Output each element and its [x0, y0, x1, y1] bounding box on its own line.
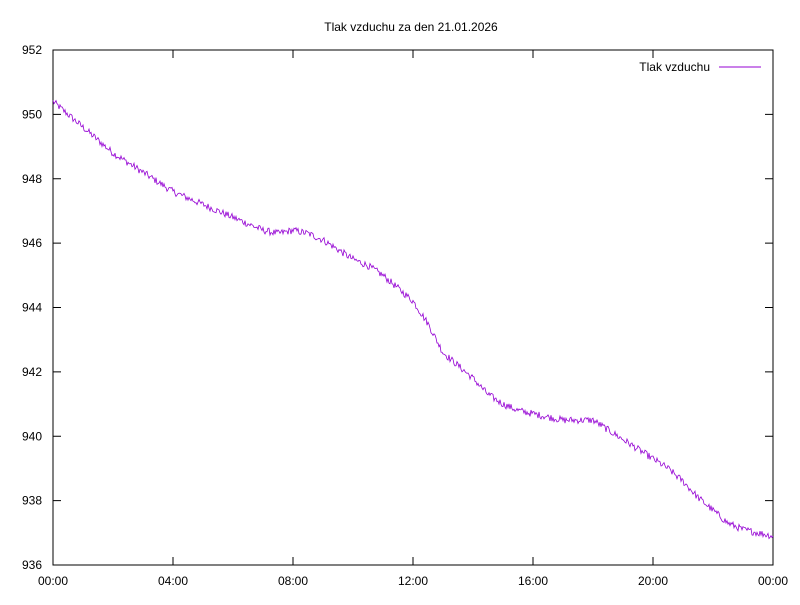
y-tick-label: 938 [22, 494, 42, 508]
y-tick-label: 936 [22, 558, 42, 572]
plot-frame [52, 49, 774, 566]
series-layer [52, 99, 774, 540]
series-line [52, 99, 774, 540]
chart-title: Tlak vzduchu za den 21.01.2026 [324, 20, 498, 34]
y-tick-label: 946 [22, 236, 42, 250]
y-tick-label: 940 [22, 429, 42, 443]
x-tick-label: 20:00 [638, 574, 668, 588]
y-tick-label: 948 [22, 172, 42, 186]
x-tick-label: 16:00 [518, 574, 548, 588]
y-tick-label: 950 [22, 107, 42, 121]
x-tick-label: 00:00 [38, 574, 68, 588]
legend: Tlak vzduchu [639, 60, 761, 74]
x-tick-label: 00:00 [758, 574, 788, 588]
x-tick-label: 12:00 [398, 574, 428, 588]
axes: 936 938 940 942 944 946 948 950 952 00:00 04:00 08:… [22, 43, 788, 588]
y-tick-label: 942 [22, 365, 42, 379]
legend-label: Tlak vzduchu [639, 60, 710, 74]
y-tick-label: 952 [22, 43, 42, 57]
x-tick-label: 04:00 [158, 574, 188, 588]
x-tick-label: 08:00 [278, 574, 308, 588]
y-tick-label: 944 [22, 301, 42, 315]
